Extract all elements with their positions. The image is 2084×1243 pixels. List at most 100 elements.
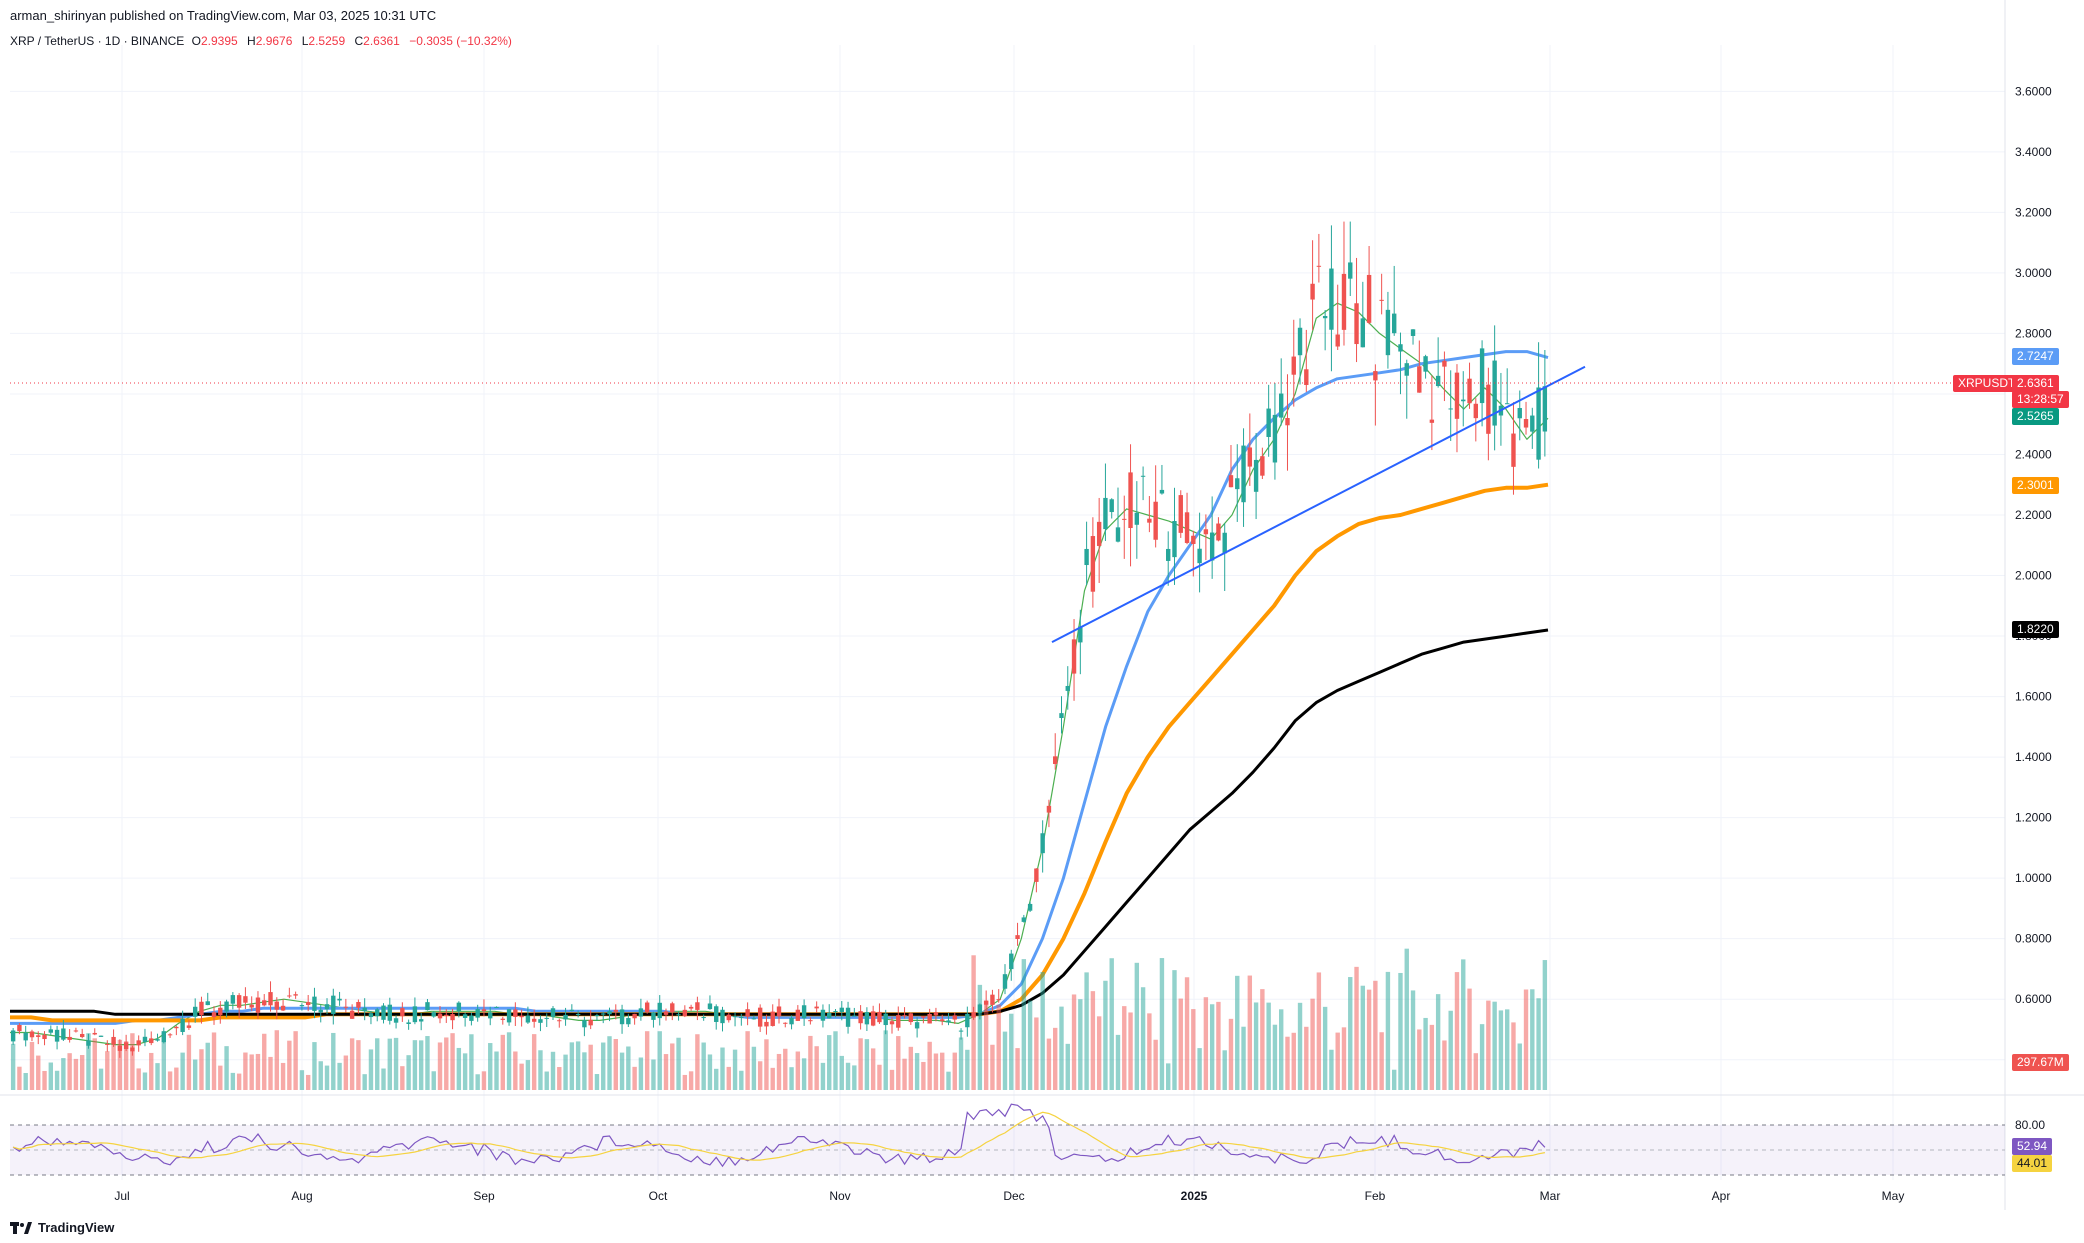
volume-bar (1322, 1006, 1328, 1090)
candle-body (387, 1004, 392, 1021)
candle-body (73, 1030, 79, 1032)
candle-body (462, 1014, 468, 1018)
volume-bar (494, 1051, 499, 1090)
volume-bar (349, 1038, 355, 1090)
volume-bar (1065, 1043, 1070, 1090)
candle-body (996, 999, 1001, 1001)
volume-bar (531, 1034, 537, 1090)
symbol-name[interactable]: XRP / TetherUS · 1D · BINANCE (10, 34, 185, 48)
volume-bar (1228, 1018, 1234, 1090)
volume-bar (1542, 960, 1548, 1090)
tag-ma-orange: 2.3001 (2012, 476, 2059, 494)
candle-body (764, 1021, 769, 1027)
candle-body (531, 1018, 537, 1022)
candle-body (1354, 303, 1359, 345)
candle-body (1291, 356, 1296, 375)
candle-body (827, 1012, 832, 1019)
volume-bar (1027, 1000, 1033, 1090)
volume-bar (914, 1053, 920, 1090)
y-tick-label: 1.4000 (2015, 750, 2052, 764)
volume-bar (1002, 1031, 1008, 1090)
candle-body (990, 994, 995, 1005)
volume-bar (833, 1031, 838, 1090)
candle-body (739, 1017, 744, 1019)
volume-bar (1291, 1032, 1296, 1090)
candle-body (1304, 369, 1309, 386)
candle-body (224, 1001, 229, 1012)
tag-ma-blue: 2.7247 (2012, 348, 2059, 366)
volume-bar (1034, 1017, 1039, 1090)
volume-bar (1392, 1069, 1397, 1090)
tradingview-logo[interactable]: TradingView (10, 1220, 114, 1235)
volume-bar (180, 1052, 185, 1090)
candle-body (619, 1009, 625, 1025)
candle-body (29, 1031, 35, 1038)
candle-body (1285, 418, 1290, 426)
candle-body (1479, 348, 1485, 404)
volume-bar (1479, 1024, 1485, 1090)
volume-bar (695, 1034, 700, 1090)
volume-bar (1486, 1000, 1491, 1090)
volume-bar (1128, 1012, 1133, 1090)
candle-body (1090, 536, 1096, 592)
candle-body (1034, 868, 1039, 882)
candle-body (902, 1015, 907, 1017)
volume-bar (870, 1048, 876, 1090)
candle-body (61, 1028, 66, 1040)
volume-bar (613, 1038, 618, 1090)
volume-bar (130, 1033, 135, 1090)
y-tick-label: 0.8000 (2015, 932, 2052, 946)
volume-bar (1059, 1006, 1064, 1090)
volume-bar (149, 1052, 154, 1090)
volume-bar (224, 1046, 229, 1090)
candle-body (36, 1035, 41, 1037)
candle-body (701, 1017, 706, 1019)
candle-body (262, 1000, 267, 1006)
candle-body (1435, 375, 1441, 387)
candle-body (789, 1017, 794, 1025)
candle-body (381, 1005, 386, 1020)
low-label: L (301, 34, 309, 48)
volume-bar (971, 955, 976, 1090)
candle-body (1253, 459, 1259, 492)
volume-bar (1166, 1063, 1171, 1090)
volume-bar (757, 1061, 763, 1090)
candle-body (155, 1039, 160, 1041)
candle-body (1059, 713, 1064, 719)
candle-body (1504, 403, 1510, 405)
volume-bar (1341, 1027, 1347, 1090)
candle-body (418, 1019, 424, 1022)
candle-body (1272, 414, 1278, 463)
volume-bar (400, 1066, 405, 1090)
volume-bar (525, 1060, 531, 1090)
candle-body (688, 1006, 694, 1009)
volume-bar (1448, 1010, 1453, 1090)
y-tick-label: 3.0000 (2015, 266, 2052, 280)
volume-bar (827, 1035, 832, 1090)
candle-body (1015, 935, 1020, 939)
volume-bar (1310, 998, 1315, 1090)
candle-body (601, 1013, 606, 1015)
candle-body (808, 1020, 813, 1022)
volume-bar (952, 1052, 957, 1090)
candle-body (142, 1036, 148, 1042)
candle-body (839, 1007, 844, 1012)
x-tick-label: Nov (829, 1189, 850, 1203)
volume-bar (601, 1042, 606, 1090)
volume-bar (117, 1039, 123, 1090)
series-line-2 (10, 482, 1549, 1023)
candle-body (1536, 387, 1541, 460)
trendline (1051, 365, 1586, 643)
candle-body (368, 1013, 374, 1018)
volume-bar (1178, 998, 1183, 1090)
candle-body (776, 1006, 782, 1017)
candle-body (393, 1018, 399, 1023)
candle-body (770, 1011, 775, 1026)
candle-body (1341, 273, 1347, 330)
candle-body (280, 1005, 286, 1011)
volume-bar (192, 1059, 198, 1090)
candle-body (1517, 408, 1522, 419)
volume-bar (10, 1043, 16, 1090)
candle-body (1178, 495, 1183, 533)
